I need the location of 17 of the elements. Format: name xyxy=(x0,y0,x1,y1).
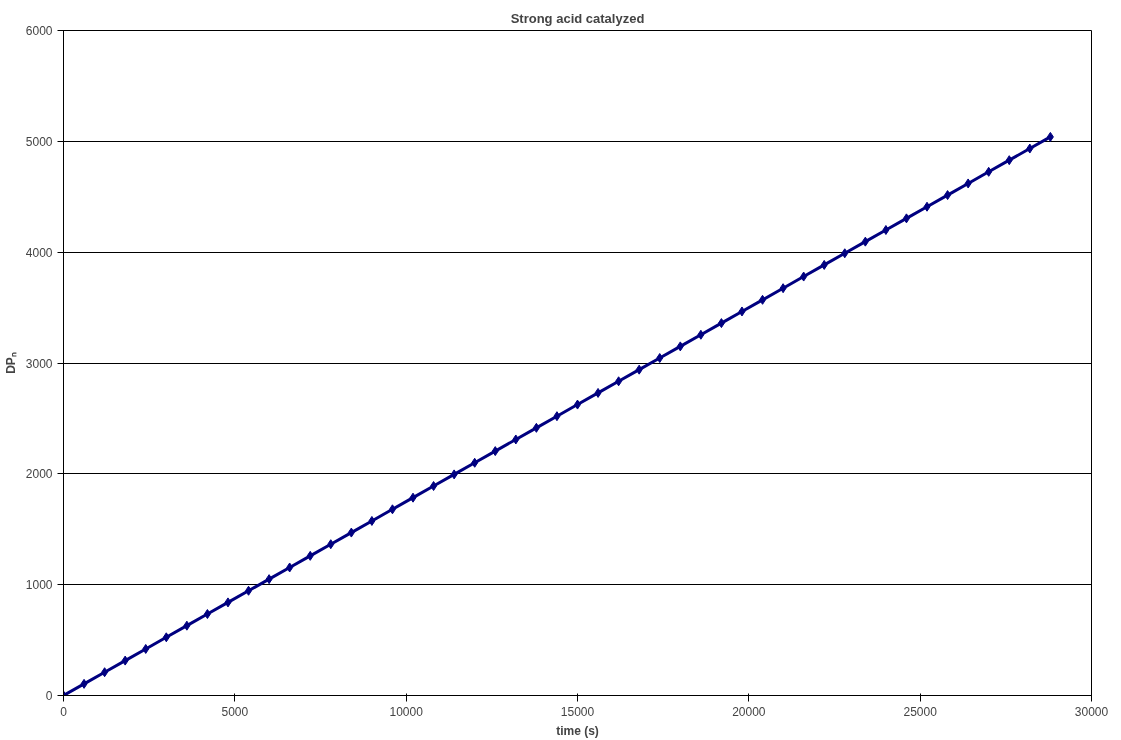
x-tick-label: 0 xyxy=(60,704,68,719)
y-tick-label: 3000 xyxy=(25,356,53,371)
x-tick-label: 30000 xyxy=(1074,704,1109,719)
y-axis-title: DPₙ xyxy=(3,352,18,374)
x-axis-title: time (s) xyxy=(556,723,599,738)
y-tick-label: 4000 xyxy=(25,245,53,260)
chart-title: Strong acid catalyzed xyxy=(510,10,645,26)
y-tick-label: 0 xyxy=(45,689,53,703)
y-tick-label: 2000 xyxy=(25,467,53,482)
x-tick-label: 5000 xyxy=(221,704,249,719)
y-tick-label: 1000 xyxy=(25,578,53,593)
y-tick-label: 5000 xyxy=(25,134,53,149)
x-tick-label: 25000 xyxy=(903,704,938,719)
x-tick-label: 15000 xyxy=(560,704,595,719)
x-tick-label: 10000 xyxy=(389,704,424,719)
x-tick-label: 20000 xyxy=(732,704,766,719)
y-tick-label: 6000 xyxy=(25,24,53,38)
